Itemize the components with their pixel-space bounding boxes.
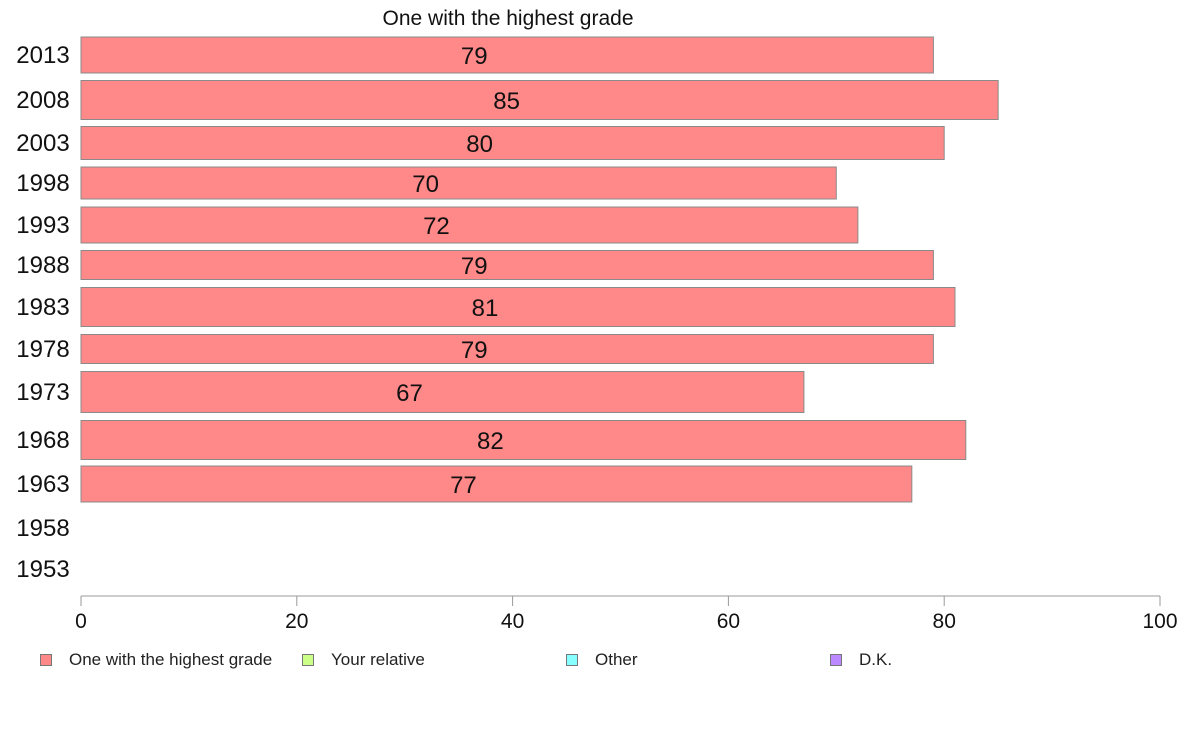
bar	[80, 250, 934, 280]
bar-value-label: 79	[461, 253, 488, 280]
bar	[80, 371, 805, 413]
category-label: 1998	[16, 170, 69, 197]
bar	[80, 420, 967, 460]
legend-item-dk: D.K.	[830, 648, 892, 672]
bar-value-label: 67	[396, 380, 423, 407]
legend-label-highest-grade: One with the highest grade	[69, 650, 273, 669]
legend-swatch-your-relative	[302, 654, 314, 666]
x-axis: 0 20 40 60 80 100	[75, 595, 1178, 633]
bar	[80, 465, 913, 503]
legend-label-dk: D.K.	[859, 650, 893, 669]
category-label: 2013	[16, 42, 69, 69]
legend-swatch-highest-grade	[40, 654, 52, 666]
x-tick-label: 100	[1142, 610, 1177, 633]
category-label: 1958	[16, 515, 69, 542]
bar	[80, 36, 934, 74]
bar	[80, 126, 945, 160]
legend-item-highest-grade: One with the highest grade	[40, 648, 272, 672]
bar	[80, 80, 999, 120]
legend: One with the highest grade Your relative…	[40, 648, 1160, 672]
legend-item-your-relative: Your relative	[302, 648, 425, 672]
x-tick-label: 40	[501, 610, 524, 633]
legend-swatch-other	[566, 654, 578, 666]
bar-value-label: 85	[493, 88, 520, 115]
category-label: 1953	[16, 556, 69, 583]
bar	[80, 206, 859, 244]
category-labels: 2013 2008 2003 1998 1993 1988 1983 1978 1973 1968…	[16, 42, 69, 583]
category-label: 1978	[16, 336, 69, 363]
category-label: 1988	[16, 252, 69, 279]
bar-value-label: 72	[423, 213, 450, 240]
bar	[80, 287, 956, 327]
bar-value-label: 80	[466, 131, 493, 158]
legend-label-other: Other	[595, 650, 638, 669]
legend-swatch-dk	[830, 654, 842, 666]
bar-value-label: 77	[450, 472, 477, 499]
category-label: 1993	[16, 212, 69, 239]
category-label: 1963	[16, 471, 69, 498]
bar-value-label: 82	[477, 428, 504, 455]
x-tick-label: 20	[285, 610, 308, 633]
legend-item-other: Other	[566, 648, 638, 672]
bar-value-label: 70	[412, 171, 439, 198]
x-tick-label: 80	[933, 610, 956, 633]
category-label: 1973	[16, 379, 69, 406]
x-tick-label: 60	[717, 610, 740, 633]
category-label: 1968	[16, 427, 69, 454]
bar-value-label: 79	[461, 337, 488, 364]
category-label: 2008	[16, 87, 69, 114]
category-label: 2003	[16, 130, 69, 157]
bar-value-label: 79	[461, 43, 488, 70]
x-tick-label: 0	[75, 610, 87, 633]
bar	[80, 334, 934, 364]
bar-value-label: 81	[472, 295, 499, 322]
category-label: 1983	[16, 294, 69, 321]
chart-title: One with the highest grade	[383, 7, 634, 30]
legend-label-your-relative: Your relative	[331, 650, 425, 669]
bar	[80, 166, 837, 200]
